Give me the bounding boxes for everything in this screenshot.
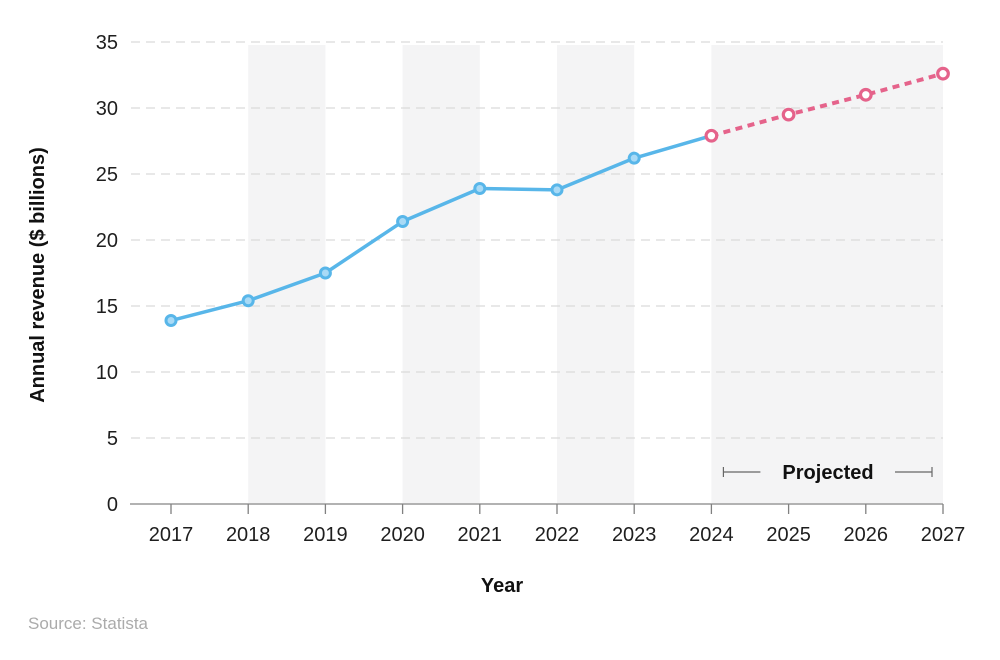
- year-band: [557, 45, 635, 503]
- x-tick-label: 2018: [226, 524, 271, 546]
- y-tick-label: 25: [96, 164, 118, 186]
- x-tick-label: 2024: [689, 524, 734, 546]
- x-tick-label: 2022: [535, 524, 580, 546]
- data-point-actual: [396, 215, 410, 229]
- data-point-actual: [318, 266, 332, 280]
- data-point-actual: [241, 294, 255, 308]
- series-line-actual: [169, 133, 714, 323]
- projected-annotation-label: Projected: [782, 462, 873, 484]
- gridline-layer: [131, 41, 943, 439]
- y-tick-label: 15: [96, 296, 118, 318]
- data-point-projected: [858, 87, 873, 102]
- year-band: [248, 45, 326, 503]
- y-tick-label: 30: [96, 98, 118, 120]
- data-point-projected: [781, 107, 796, 122]
- x-tick-label: 2023: [612, 524, 657, 546]
- x-tick-label: 2021: [458, 524, 503, 546]
- data-point-projected: [936, 66, 950, 81]
- x-tick-label: 2019: [303, 524, 348, 546]
- source-note: Source: Statista: [28, 614, 149, 633]
- series-layer: [164, 66, 950, 328]
- x-tick-label: 2026: [844, 524, 889, 546]
- x-tick-label: 2025: [766, 524, 811, 546]
- x-tick-label: 2017: [149, 524, 194, 546]
- y-tick-label: 0: [107, 494, 118, 516]
- y-tick-label: 10: [96, 362, 118, 384]
- y-tick-label: 35: [96, 32, 118, 54]
- y-tick-label: 20: [96, 230, 118, 252]
- axis-layer: 2017 2018 2019 2020 2021 2022 2023 2024 2025 2026…: [96, 32, 966, 546]
- data-point-actual: [550, 183, 564, 197]
- series-line-projected: [710, 71, 944, 138]
- x-tick-label: 2020: [380, 524, 425, 546]
- y-tick-label: 5: [107, 428, 118, 450]
- data-point-projected: [704, 128, 719, 143]
- data-point-actual: [627, 151, 641, 165]
- x-axis-title: Year: [481, 575, 523, 597]
- shaded-band-layer: [248, 45, 943, 503]
- projected-annotation: Projected: [722, 462, 933, 484]
- year-band: [402, 45, 480, 503]
- projected-region-band: [711, 45, 943, 503]
- data-point-actual: [473, 182, 487, 196]
- data-point-actual: [164, 314, 178, 328]
- x-tick-label: 2027: [921, 524, 966, 546]
- y-axis-title: Annual revenue ($ billions): [27, 147, 49, 403]
